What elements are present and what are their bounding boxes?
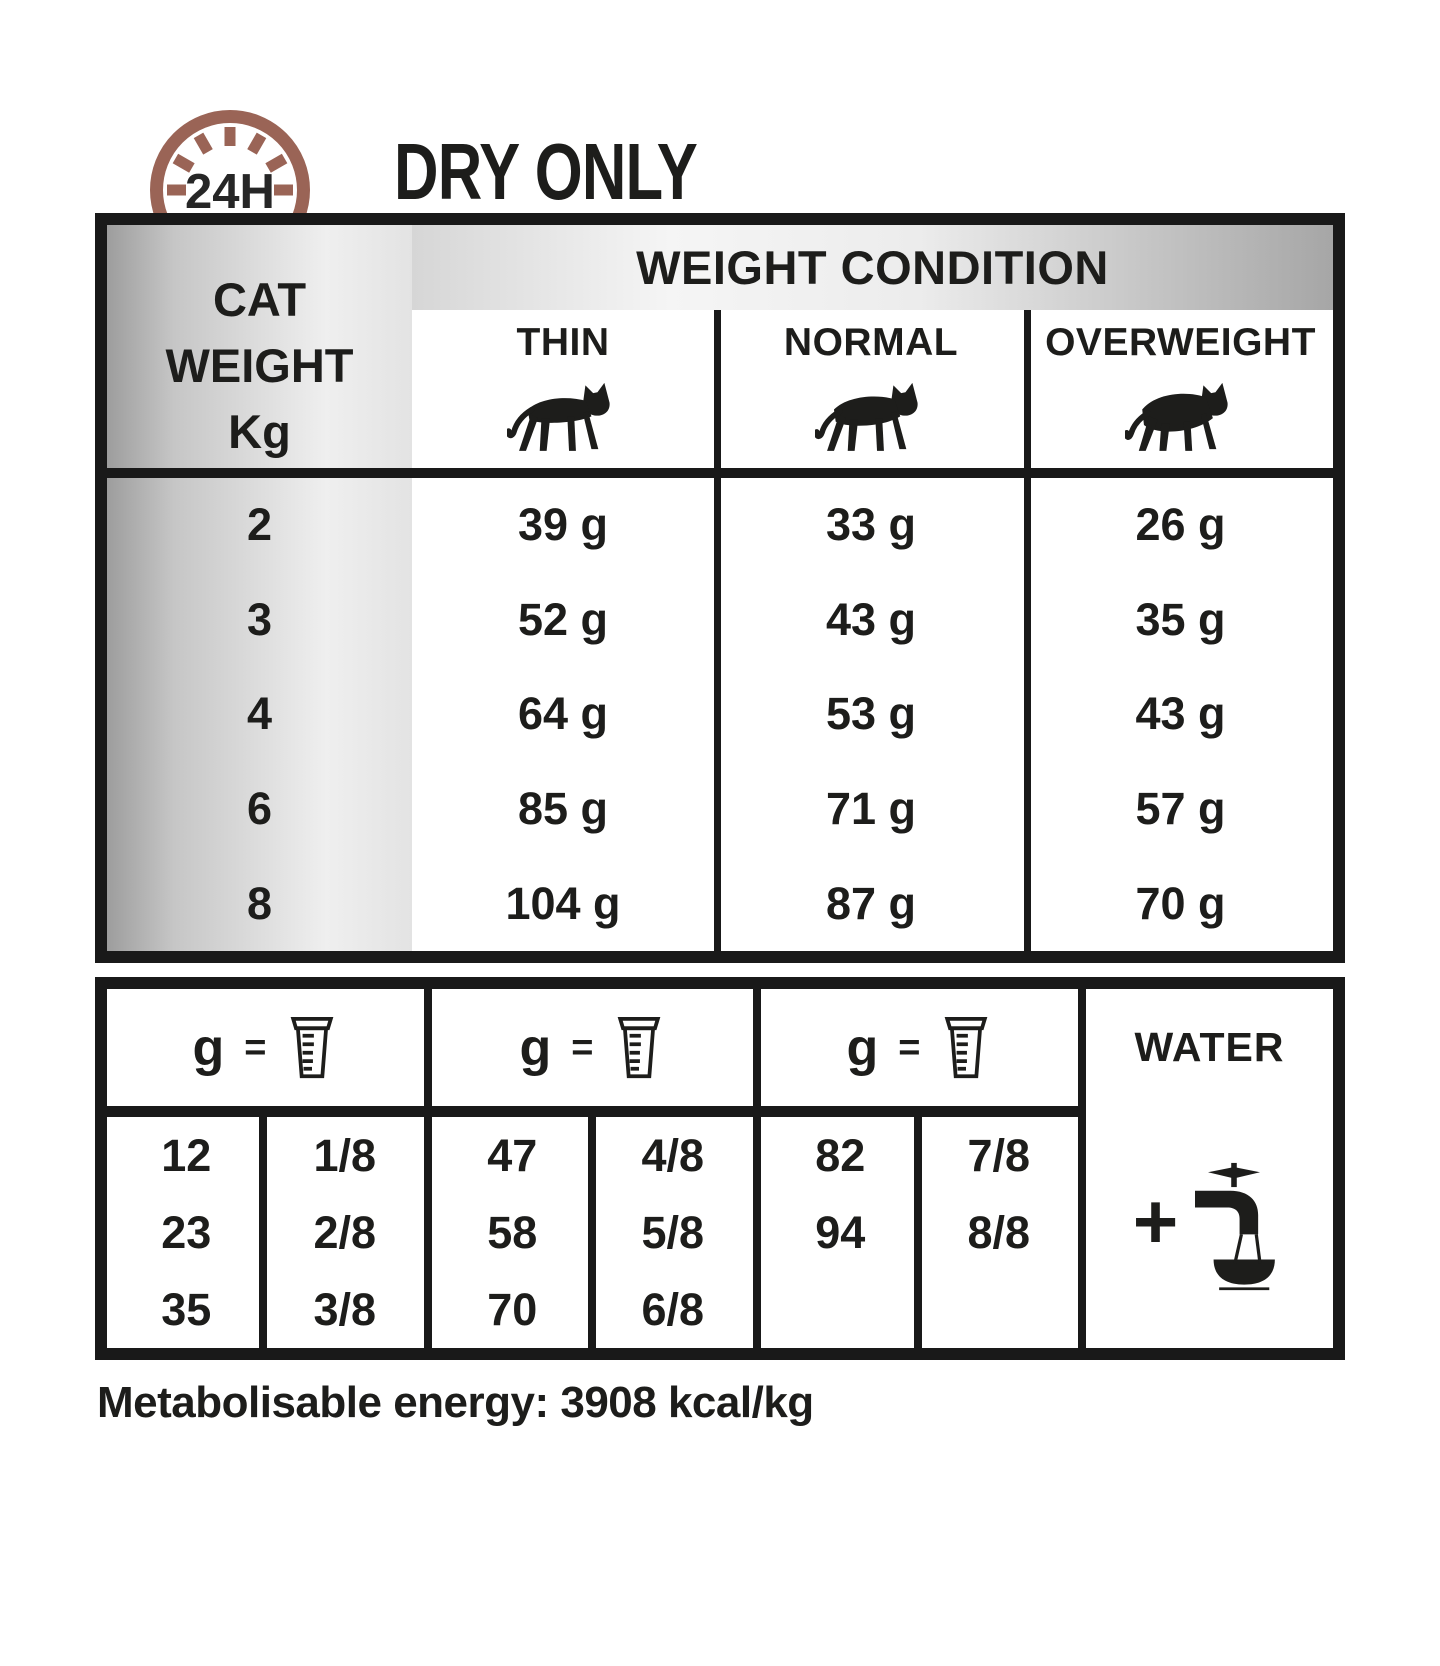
- thin-values: 39 g 52 g 64 g 85 g 104 g: [412, 478, 714, 951]
- thin-cat-icon: [507, 383, 610, 452]
- overweight-cat-icon: [1124, 383, 1228, 452]
- ration-value: 35 g: [1135, 593, 1226, 645]
- grams-value: 58: [487, 1206, 538, 1258]
- cups-value: 6/8: [641, 1283, 705, 1335]
- cups-value: [920, 1271, 1079, 1348]
- weight-condition-header: WEIGHT CONDITION: [412, 225, 1333, 310]
- water-label: WATER: [1134, 1024, 1285, 1070]
- cat-weight-line-1: CAT: [212, 273, 307, 326]
- ration-value: 26 g: [1135, 499, 1226, 551]
- ration-value: 43 g: [1135, 688, 1226, 740]
- kg-value: 6: [246, 783, 273, 835]
- cat-weight-values: 2 3 4 6 8: [107, 478, 412, 951]
- grams-value: 23: [161, 1206, 212, 1258]
- cups-value: 5/8: [641, 1206, 705, 1258]
- kg-value: 4: [246, 688, 273, 740]
- grams-value: 35: [161, 1283, 212, 1335]
- grams-cups-divider-2: [588, 1117, 596, 1348]
- section-3-header: g =: [761, 989, 1078, 1106]
- kg-value: 2: [246, 499, 273, 551]
- plus-icon: +: [1132, 1177, 1179, 1265]
- section-divider-2: [753, 989, 761, 1348]
- grams-value: 70: [487, 1283, 538, 1335]
- water-icon-group: +: [1086, 1106, 1333, 1348]
- ration-value: 43 g: [825, 593, 917, 645]
- water-column: WATER +: [1086, 989, 1333, 1348]
- ration-value: 33 g: [825, 499, 917, 551]
- overweight-label: OVERWEIGHT: [1045, 320, 1316, 364]
- gram-label: g: [192, 1018, 225, 1077]
- section-2-header: g =: [432, 989, 753, 1106]
- equals-sign: =: [571, 1026, 594, 1069]
- thin-column-header: THIN: [412, 310, 714, 468]
- conversion-header-separator: [107, 1106, 1082, 1117]
- overweight-values: 26 g 35 g 43 g 57 g 70 g: [1028, 478, 1333, 951]
- grams-value: 12: [161, 1129, 212, 1181]
- grams-cups-divider-3: [914, 1117, 922, 1348]
- cat-weight-column-background: [107, 225, 412, 951]
- cups-value: 3/8: [313, 1283, 377, 1335]
- grams-value: 47: [487, 1129, 538, 1181]
- normal-label: NORMAL: [783, 320, 959, 364]
- ration-value: 70 g: [1135, 877, 1226, 929]
- metabolisable-energy-note: Metabolisable energy: 3908 kcal/kg: [97, 1378, 814, 1427]
- cups-value: 8/8: [967, 1206, 1031, 1258]
- normal-cat-icon: [815, 383, 918, 452]
- cat-weight-line-2: WEIGHT: [165, 339, 354, 392]
- thin-normal-divider: [714, 310, 721, 951]
- normal-column-header: NORMAL: [718, 310, 1024, 468]
- clock-label: 24H: [185, 165, 275, 219]
- cups-value: 4/8: [641, 1129, 705, 1181]
- cat-weight-column-title: CAT WEIGHT Kg: [107, 267, 412, 465]
- grams-value: 94: [815, 1206, 866, 1258]
- ration-value: 87 g: [825, 877, 917, 929]
- cups-value: 1/8: [313, 1129, 377, 1181]
- equals-sign: =: [244, 1026, 267, 1069]
- ration-value: 53 g: [825, 688, 917, 740]
- gram-label: g: [519, 1018, 552, 1077]
- kg-value: 3: [246, 593, 273, 645]
- thin-label: THIN: [516, 320, 610, 364]
- kg-value: 8: [246, 877, 273, 929]
- ration-value: 104 g: [505, 877, 621, 929]
- equals-sign: =: [898, 1026, 921, 1069]
- normal-overweight-divider: [1024, 310, 1031, 951]
- cup-conversion-table: g = g = g =: [95, 977, 1345, 1360]
- normal-values: 33 g 43 g 53 g 71 g 87 g: [718, 478, 1024, 951]
- water-tap-icon: [1195, 1162, 1276, 1291]
- measuring-cup-icon: [291, 1016, 334, 1078]
- cups-value: 7/8: [967, 1129, 1031, 1181]
- measuring-cup-icon: [618, 1016, 661, 1078]
- ration-value: 71 g: [825, 783, 917, 835]
- page-title: DRY ONLY: [394, 127, 698, 216]
- gram-label: g: [846, 1018, 879, 1077]
- ration-value: 39 g: [517, 499, 609, 551]
- grams-cups-divider-1: [259, 1117, 267, 1348]
- ration-value: 52 g: [517, 593, 609, 645]
- ration-value: 85 g: [517, 783, 609, 835]
- cat-weight-line-3: Kg: [228, 405, 291, 458]
- section-divider-1: [424, 989, 432, 1348]
- ration-value: 57 g: [1135, 783, 1226, 835]
- ration-value: 64 g: [517, 688, 609, 740]
- section-2-values: 47 4/8 58 5/8 70 6/8: [432, 1117, 753, 1348]
- section-1-header: g =: [107, 989, 424, 1106]
- overweight-column-header: OVERWEIGHT: [1028, 310, 1333, 468]
- section-1-values: 12 1/8 23 2/8 35 3/8: [107, 1117, 424, 1348]
- measuring-cup-icon: [945, 1016, 988, 1078]
- grams-value: [761, 1271, 920, 1348]
- grams-value: 82: [815, 1129, 866, 1181]
- water-column-divider: [1078, 989, 1086, 1348]
- cups-value: 2/8: [313, 1206, 377, 1258]
- section-3-values: 82 7/8 94 8/8: [761, 1117, 1078, 1348]
- feeding-table: WEIGHT CONDITION CAT WEIGHT Kg THIN: [95, 213, 1345, 963]
